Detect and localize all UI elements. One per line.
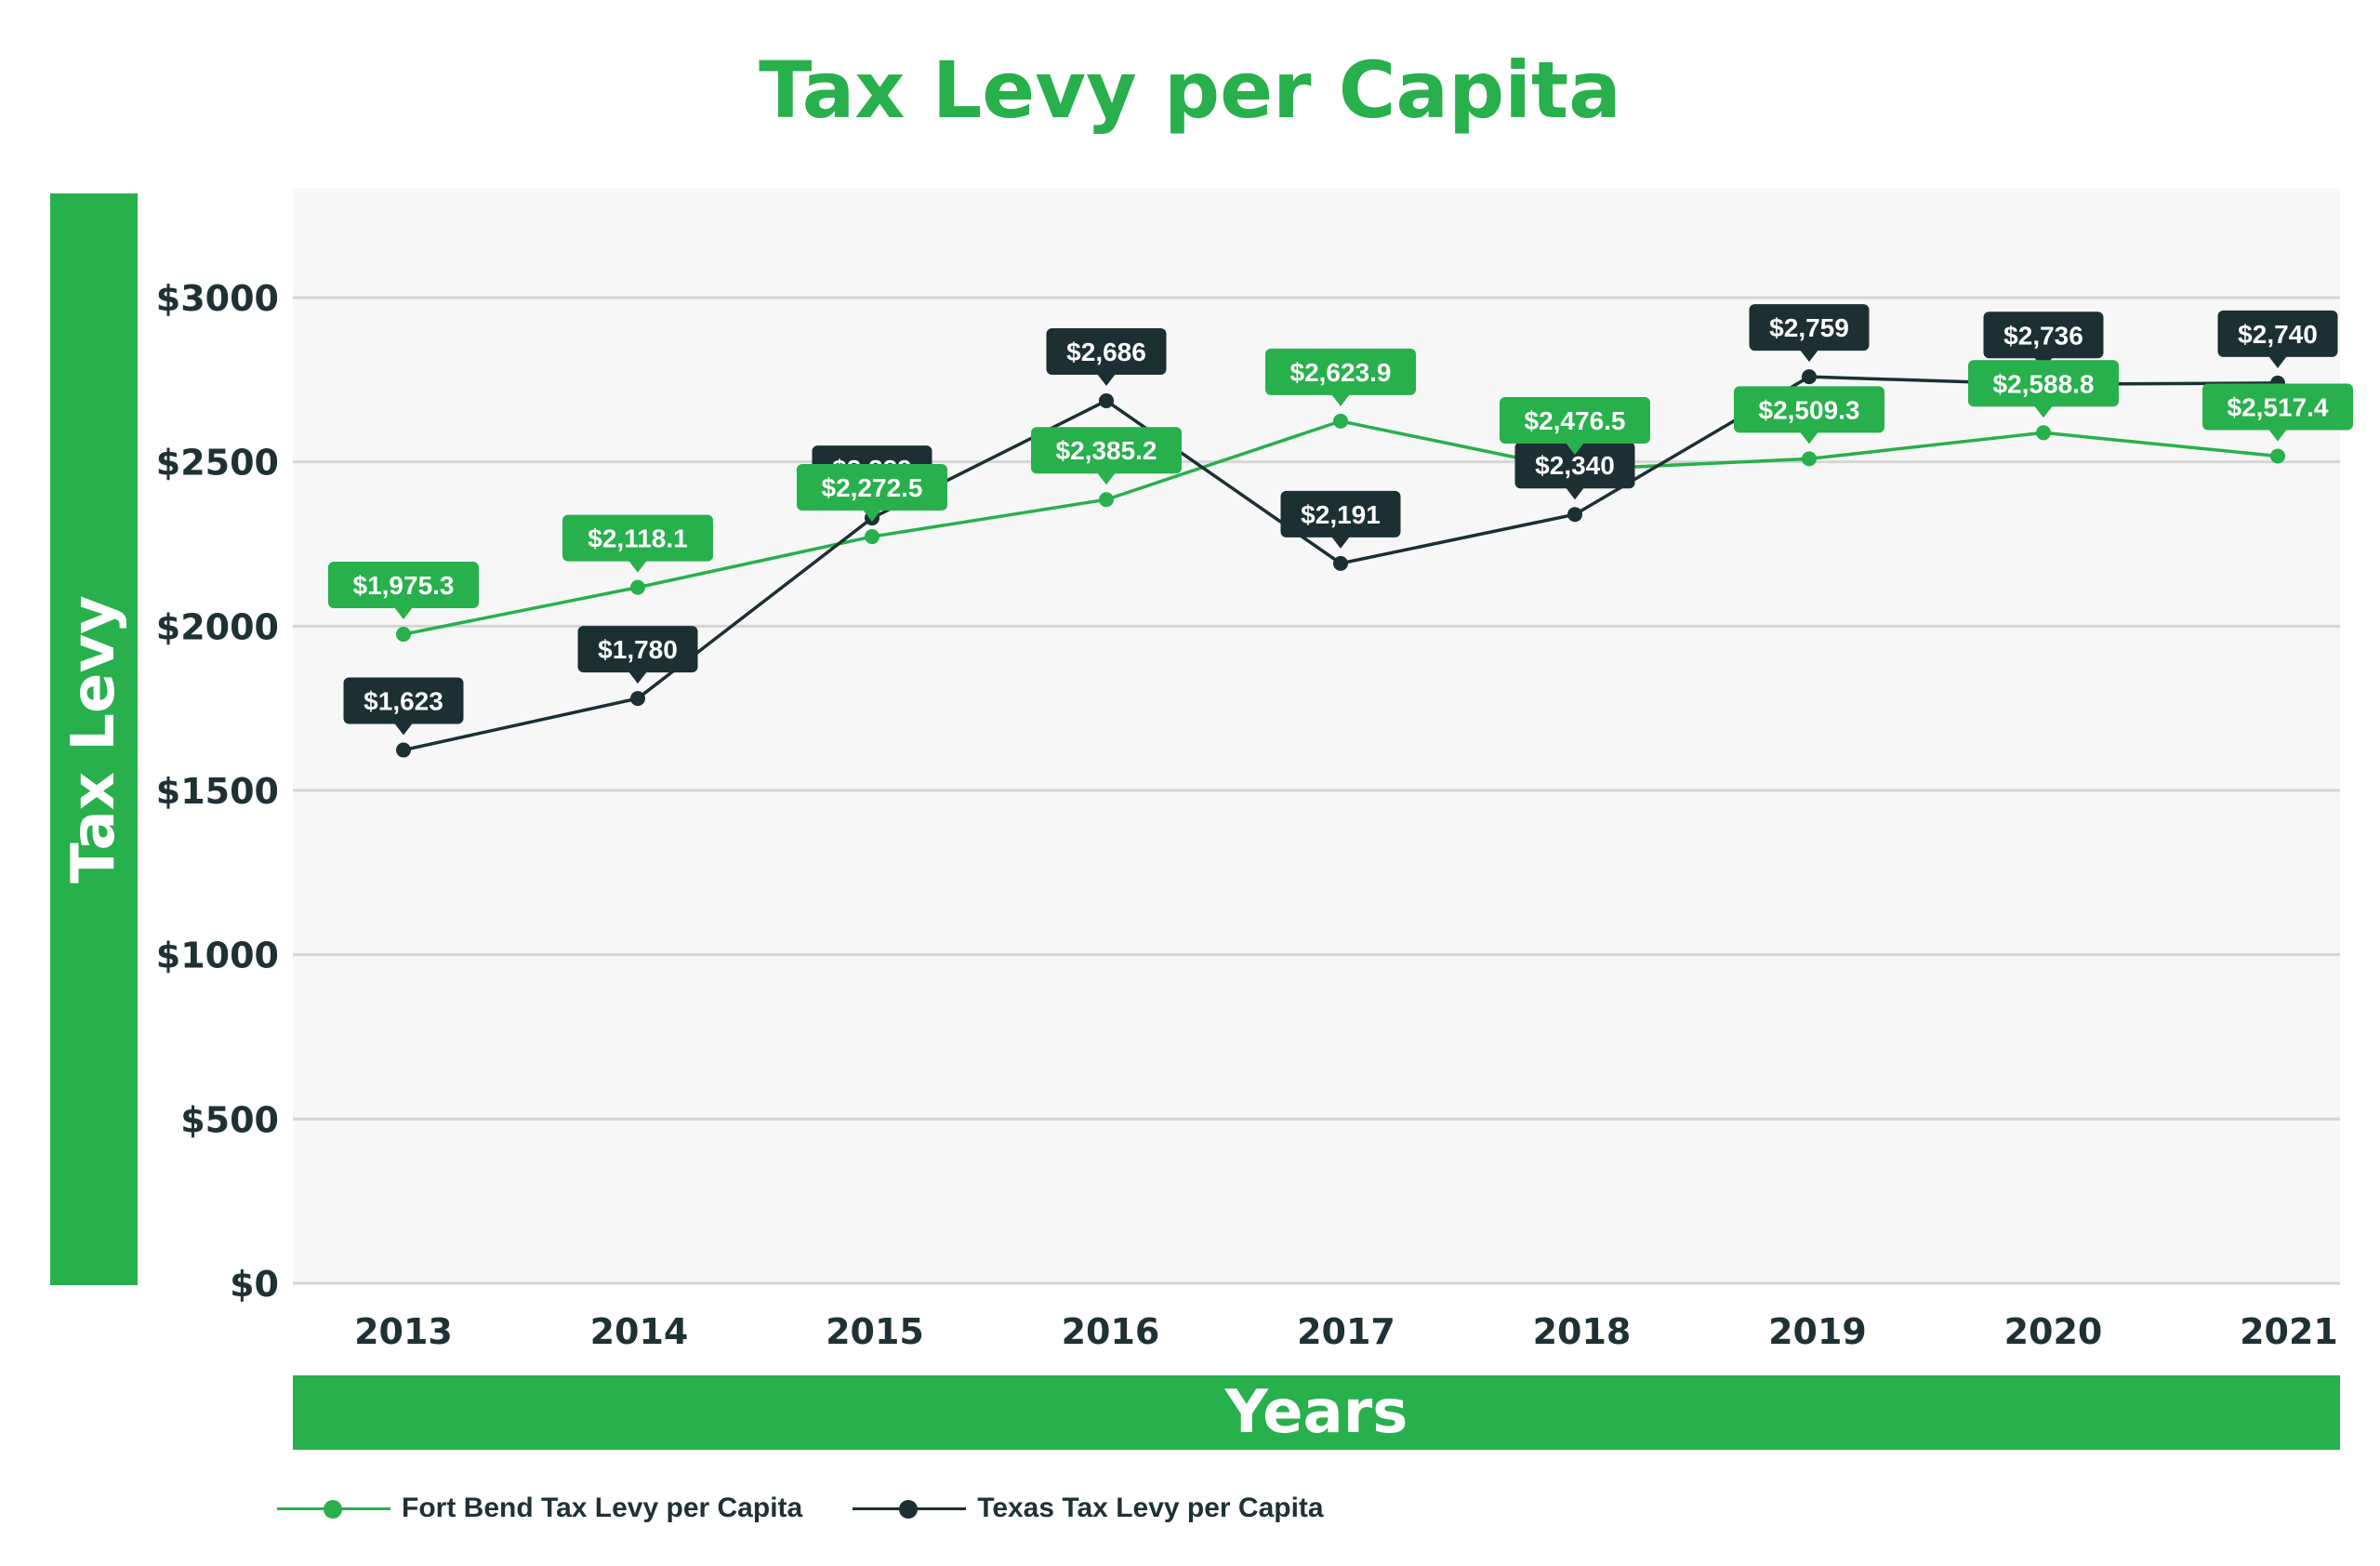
svg-text:$2,191: $2,191	[1301, 500, 1381, 529]
legend-swatch-texas	[853, 1488, 967, 1529]
legend-item-texas[interactable]: Texas Tax Levy per Capita	[853, 1488, 1324, 1529]
y-tick-label: $1000	[156, 936, 279, 976]
data-label-texas: $1,780	[577, 626, 698, 684]
data-point-fort-bend	[865, 529, 879, 545]
svg-text:$2,509.3: $2,509.3	[1759, 395, 1860, 424]
chart-title: Tax Levy per Capita	[759, 45, 1621, 136]
svg-text:$2,759: $2,759	[1769, 313, 1849, 342]
x-axis-label: Years	[1224, 1378, 1408, 1447]
data-point-fort-bend	[1333, 413, 1348, 429]
data-label-fort-bend: $2,272.5	[797, 464, 947, 523]
data-label-fort-bend: $2,118.1	[562, 514, 713, 573]
data-point-fort-bend	[2036, 425, 2051, 441]
x-tick-label: 2021	[2240, 1311, 2338, 1352]
svg-text:$2,118.1: $2,118.1	[588, 524, 687, 553]
x-tick-label: 2018	[1533, 1311, 1632, 1352]
data-point-fort-bend	[1099, 492, 1114, 508]
legend-label-texas: Texas Tax Levy per Capita	[977, 1493, 1324, 1523]
data-label-fort-bend: $2,623.9	[1265, 348, 1416, 406]
legend: Fort Bend Tax Levy per Capita Texas Tax …	[277, 1488, 1374, 1529]
svg-text:$2,740: $2,740	[2238, 320, 2318, 349]
svg-text:$2,517.4: $2,517.4	[2228, 393, 2329, 422]
data-label-fort-bend: $2,509.3	[1734, 386, 1884, 445]
legend-item-fort-bend[interactable]: Fort Bend Tax Levy per Capita	[277, 1488, 802, 1529]
y-tick-label: $1500	[156, 771, 279, 812]
data-label-fort-bend: $1,975.3	[328, 562, 479, 620]
svg-text:$2,476.5: $2,476.5	[1525, 406, 1626, 435]
x-tick-label: 2020	[2004, 1311, 2103, 1352]
data-label-fort-bend: $2,517.4	[2202, 383, 2353, 442]
y-axis-label-band	[50, 193, 138, 1285]
data-label-fort-bend: $2,476.5	[1500, 396, 1650, 455]
data-label-texas: $2,759	[1749, 304, 1870, 363]
data-point-fort-bend	[1802, 451, 1817, 467]
data-label-texas: $2,686	[1046, 327, 1167, 386]
svg-text:$2,588.8: $2,588.8	[1993, 369, 2095, 398]
svg-text:$1,623: $1,623	[364, 687, 443, 716]
data-point-texas	[1099, 392, 1114, 408]
y-tick-label: $500	[180, 1099, 279, 1140]
y-tick-label: $2500	[156, 443, 279, 484]
data-point-texas	[396, 742, 411, 758]
x-tick-label: 2016	[1062, 1311, 1160, 1352]
y-tick-label: $3000	[156, 278, 279, 319]
data-point-texas	[1567, 507, 1582, 523]
data-point-texas	[1333, 555, 1348, 571]
svg-text:$1,975.3: $1,975.3	[353, 571, 455, 600]
data-label-texas: $1,623	[343, 677, 464, 736]
x-axis-label-band: Years	[293, 1375, 2340, 1450]
svg-text:$2,272.5: $2,272.5	[822, 473, 923, 502]
svg-text:$2,385.2: $2,385.2	[1056, 436, 1157, 465]
x-tick-label: 2013	[354, 1311, 453, 1352]
legend-swatch-fort-bend	[277, 1488, 390, 1529]
svg-text:$2,623.9: $2,623.9	[1290, 358, 1392, 387]
legend-label-fort-bend: Fort Bend Tax Levy per Capita	[402, 1493, 803, 1523]
x-tick-label: 2019	[1768, 1311, 1867, 1352]
data-point-texas	[1802, 369, 1817, 385]
y-tick-label: $2000	[156, 606, 279, 647]
svg-text:$2,686: $2,686	[1066, 338, 1146, 366]
x-tick-label: 2015	[826, 1311, 924, 1352]
data-point-fort-bend	[2270, 448, 2285, 464]
y-axis-label: Tax Levy	[60, 595, 128, 883]
data-point-fort-bend	[630, 579, 645, 595]
data-label-texas: $2,340	[1514, 442, 1635, 500]
y-tick-label: $0	[230, 1264, 279, 1305]
data-point-fort-bend	[396, 627, 411, 643]
data-label-texas: $2,191	[1280, 490, 1401, 549]
x-tick-label: 2017	[1297, 1311, 1395, 1352]
data-point-texas	[630, 691, 645, 707]
data-label-fort-bend: $2,588.8	[1968, 360, 2119, 418]
data-label-texas: $2,736	[1983, 312, 2104, 370]
svg-text:$2,340: $2,340	[1535, 451, 1615, 480]
x-tick-label: 2014	[590, 1311, 689, 1352]
data-label-fort-bend: $2,385.2	[1031, 427, 1182, 485]
svg-text:$2,736: $2,736	[2003, 321, 2083, 350]
data-label-texas: $2,740	[2217, 310, 2338, 368]
svg-text:$1,780: $1,780	[598, 635, 678, 664]
